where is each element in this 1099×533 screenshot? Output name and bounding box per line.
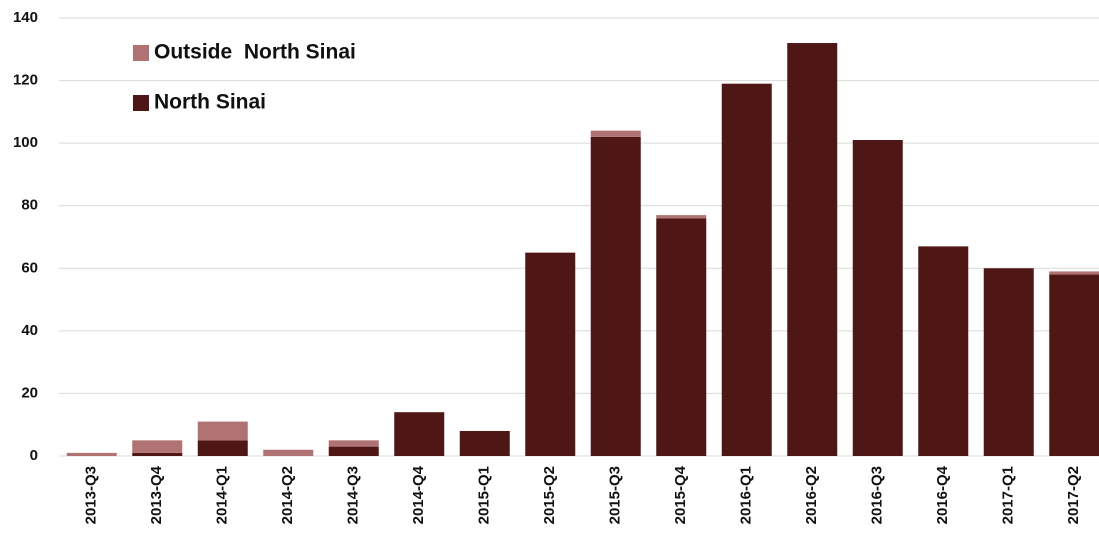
bar-segment	[394, 412, 445, 456]
bar-segment	[197, 440, 248, 456]
y-tick-label: 0	[30, 447, 38, 464]
x-tick-label: 2014-Q1	[214, 466, 231, 524]
y-tick-label: 40	[21, 322, 38, 339]
x-tick-label: 2016-Q1	[738, 466, 755, 524]
x-tick-label: 2013-Q3	[83, 466, 100, 524]
bar-segment	[132, 440, 183, 453]
legend-swatch	[133, 95, 149, 111]
y-tick-label: 60	[21, 259, 38, 276]
x-tick-label: 2014-Q2	[279, 466, 296, 524]
bar-segment	[1049, 274, 1099, 456]
bar-segment	[328, 446, 379, 456]
y-tick-label: 100	[13, 134, 38, 151]
x-tick-label: 2017-Q1	[1000, 466, 1017, 524]
y-tick-label: 20	[21, 384, 38, 401]
bar-segment	[656, 215, 707, 219]
bar-segment	[328, 440, 379, 447]
bar-segment	[590, 130, 641, 137]
x-tick-label: 2016-Q3	[869, 466, 886, 524]
x-tick-label: 2015-Q1	[476, 466, 493, 524]
x-tick-label: 2017-Q2	[1065, 466, 1082, 524]
bar-segment	[263, 449, 314, 456]
legend-label: North Sinai	[154, 91, 266, 114]
x-tick-label: 2015-Q3	[607, 466, 624, 524]
x-tick-label: 2013-Q4	[148, 465, 165, 524]
y-tick-label: 140	[13, 9, 38, 26]
bar-segment	[721, 83, 772, 456]
y-tick-label: 120	[13, 72, 38, 89]
x-tick-label: 2015-Q4	[672, 465, 689, 524]
bar-segment	[1049, 271, 1099, 275]
bar-segment	[590, 136, 641, 456]
bar-segment	[918, 246, 969, 456]
bar-segment	[983, 268, 1034, 456]
y-tick-label: 80	[21, 197, 38, 214]
bar-segment	[66, 452, 117, 456]
bar-segment	[656, 218, 707, 456]
x-tick-label: 2016-Q2	[803, 466, 820, 524]
bar-segment	[132, 452, 183, 456]
bar-segment	[852, 140, 903, 456]
x-tick-label: 2014-Q3	[345, 466, 362, 524]
legend-swatch	[133, 45, 149, 61]
legend-label: Outside North Sinai	[154, 41, 356, 64]
bar-segment	[787, 43, 838, 457]
x-tick-label: 2015-Q2	[541, 466, 558, 524]
x-tick-label: 2016-Q4	[934, 465, 951, 524]
x-tick-label: 2014-Q4	[410, 465, 427, 524]
bar-segment	[197, 421, 248, 441]
bar-segment	[459, 430, 510, 456]
bar-segment	[525, 252, 576, 456]
